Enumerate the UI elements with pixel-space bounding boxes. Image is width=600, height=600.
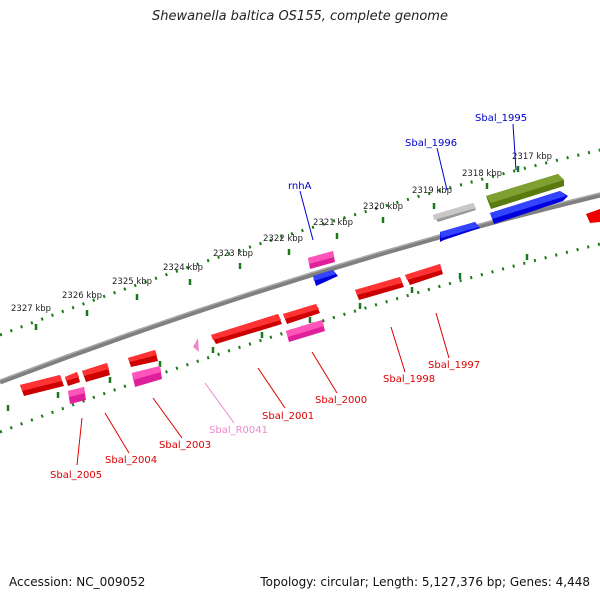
gene-label-sbal-2003: Sbal_2003	[159, 440, 211, 451]
gene-edge-red[interactable]	[586, 209, 600, 223]
gene-label-sbal-1996: Sbal_1996	[405, 138, 457, 149]
gene-label-sbal-2004: Sbal_2004	[105, 455, 157, 466]
gene-label-rnha: rnhA	[288, 181, 312, 192]
tick-label: 2318 kbp	[462, 169, 502, 179]
genome-backbone	[0, 192, 600, 385]
tick-label: 2324 kbp	[163, 263, 203, 273]
accession-label: Accession: NC_009052	[9, 575, 146, 589]
gene-label-sbal-2001: Sbal_2001	[262, 411, 314, 422]
gene-label-sbal-2000: Sbal_2000	[315, 395, 367, 406]
gene-label-sbal-r0041: Sbal_R0041	[209, 425, 268, 436]
major-ticks-lower	[6, 254, 529, 411]
tick-label: 2326 kbp	[62, 291, 102, 301]
tick-label: 2322 kbp	[263, 234, 303, 244]
gene-label-sbal-1995: Sbal_1995	[475, 113, 527, 124]
gene-label-sbal-2005: Sbal_2005	[50, 470, 102, 481]
gene-sbal-r0041[interactable]	[193, 338, 199, 352]
tick-label: 2325 kbp	[112, 277, 152, 287]
tick-label: 2320 kbp	[363, 202, 403, 212]
major-ticks-upper	[34, 166, 520, 330]
genome-summary: Topology: circular; Length: 5,127,376 bp…	[260, 575, 590, 589]
tick-label: 2319 kbp	[412, 186, 452, 196]
tick-label: 2327 kbp	[11, 304, 51, 314]
gene-label-sbal-1998: Sbal_1998	[383, 374, 435, 385]
tick-label: 2323 kbp	[213, 249, 253, 259]
gene-label-sbal-1997: Sbal_1997	[428, 360, 480, 371]
tick-label: 2317 kbp	[512, 152, 552, 162]
scale-labels: 2317 kbp 2318 kbp 2319 kbp 2320 kbp 2321…	[11, 152, 552, 314]
tick-label: 2321 kbp	[313, 218, 353, 228]
figure-title: Shewanella baltica OS155, complete genom…	[152, 9, 448, 24]
